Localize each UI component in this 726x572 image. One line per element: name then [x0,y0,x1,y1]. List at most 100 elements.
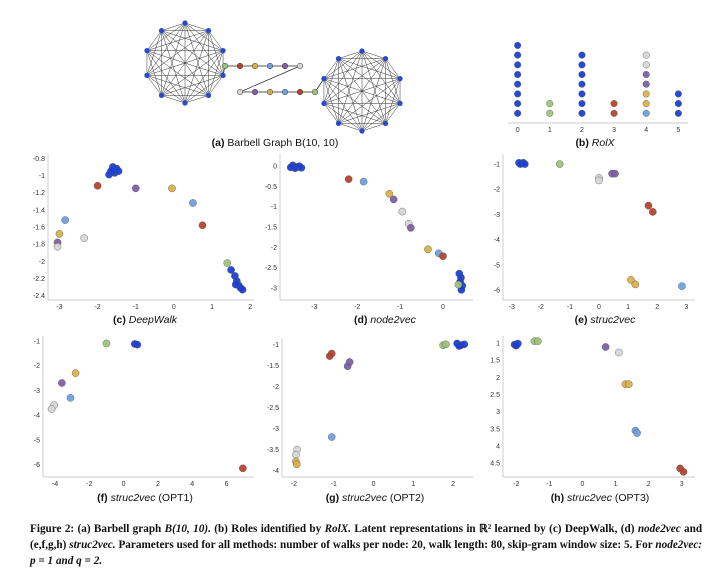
clique-edge [161,22,186,31]
caption-c: (c) DeepWalk [60,314,230,326]
caption-d-letter: (d) [354,314,368,326]
scatter-point-blue [578,100,586,108]
scatter-point-blue [286,163,295,172]
clique-edge [146,22,186,76]
y-tick-label: -1 [273,342,279,349]
y-tick-label: -1.5 [267,363,279,370]
clique-edge [146,75,209,96]
y-tick-label: -4 [494,237,500,244]
x-tick-label: -3 [509,304,515,311]
scatter-point-lightblue [642,109,650,117]
scatter-point-lightblue [189,199,197,207]
x-tick-label: 0 [122,481,126,488]
caption-g: (g) struc2vec (OPT2) [290,492,460,504]
fig-pq: p = 1 and q = 2. [30,555,103,567]
y-tick-label: -1.4 [33,207,45,214]
scatter-point-green [555,160,564,168]
caption-f-title: struc2vec [110,492,156,504]
clique-node [335,120,342,126]
clique-edge [146,30,209,51]
path-node [311,88,319,96]
panel-f-struc2vec-opt1: -4 -2 0 2 4 6 -1 -2 -3 -4 -5 -6 [34,336,254,488]
scatter-point-gray [595,176,603,185]
y-tick-label: -3 [271,285,277,292]
y-tick-label: 2.5 [490,392,500,399]
fig-part3: Latent representations in ℝ² learned by … [354,523,618,535]
clique-node [205,28,212,34]
clique-node [359,48,365,54]
fig-part4: (d) [620,523,635,535]
scatter-point-purple [389,195,398,204]
y-tick-label: -1.5 [265,225,277,232]
x-tick-label: 6 [225,481,229,488]
x-tick-label: -2 [86,481,92,488]
scatter-point-green [546,109,554,117]
scatter-point-purple [345,358,354,366]
caption-h-letter: (h) [550,492,565,504]
scatter-point-red [198,221,207,230]
y-tick-label: -1.8 [33,242,45,249]
scatter-point-blue [514,51,522,59]
caption-g-title: struc2vec [342,492,387,504]
x-tick-label: 3 [612,127,616,134]
scatter-point-orange [292,460,301,469]
scatter-point-blue [231,280,240,289]
scatter-point-blue [297,163,306,172]
y-tick-label: -1.6 [33,225,45,232]
scatter-point-purple [642,71,650,79]
clique-node [359,128,365,134]
path-node [281,88,289,96]
clique-edge [361,50,386,59]
y-tick-label: -1 [34,338,40,345]
y-tick-label: 1.5 [490,358,500,365]
caption-a: (a) Barbell Graph B(10, 10) [190,137,360,149]
clique-node [158,92,165,98]
fig-struc2vec: struc2vec. [69,539,116,551]
panel-d-node2vec: -3 -2 -1 0 0 -0.5 -1 -1.5 -2 -2.5 -3 [265,154,473,311]
path-edge [239,65,301,93]
scatter-point-orange [385,189,394,198]
y-tick-label: -1 [39,173,45,180]
x-tick-label: 2 [156,481,160,488]
clique-edge [323,50,363,79]
y-tick-label: 0 [273,164,277,171]
scatter-point-red [344,175,353,183]
caption-a-text: Barbell Graph B(10, 10) [227,137,339,149]
clique-edge [184,22,209,31]
scatter-point-blue [514,90,522,98]
caption-f-letter: (f) [97,492,108,504]
x-tick-label: -2 [538,304,544,311]
caption-a-letter: (a) [211,137,225,149]
y-tick-label: 2 [496,375,500,382]
scatter-point-gray [47,405,56,413]
scatter-point-red [439,252,447,260]
clique-edge [338,103,401,124]
scatter-point-purple [58,379,66,387]
clique-edge [208,30,224,51]
clique-edge [323,103,386,124]
scatter-point-lightblue [66,394,75,402]
figure-caption: Figure 2: (a) Barbell graph B(10, 10). (… [30,521,702,569]
scatter-point-red [644,201,653,210]
scatter-point-blue [514,100,522,108]
path-node [266,62,274,70]
scatter-point-blue [227,266,235,274]
x-tick-label: 2 [580,127,584,134]
x-tick-label: -2 [291,481,297,488]
clique-node [335,56,342,62]
x-tick-label: -3 [56,304,62,311]
y-tick-label: -2 [39,259,45,266]
clique-node [158,28,165,34]
x-tick-label: 0 [172,304,176,311]
y-tick-label: -2.2 [33,276,45,283]
scatter-point-blue [578,80,586,88]
x-tick-label: 5 [676,127,680,134]
caption-h-suffix: (OPT3) [614,492,650,504]
y-tick-label: -3.5 [267,447,279,454]
scatter-point-blue [514,109,522,117]
clique-edge [323,50,363,104]
clique-edge [146,75,162,96]
scatter-point-blue [578,109,586,117]
caption-f: (f) struc2vec (OPT1) [60,492,230,504]
clique-edge [146,50,186,104]
